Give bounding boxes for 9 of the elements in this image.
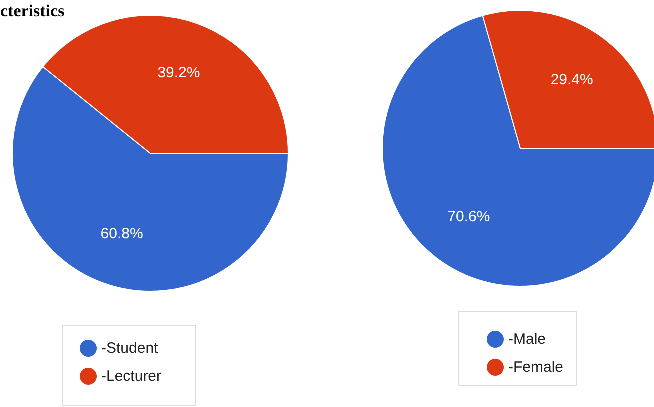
data-label: 60.8% [100,226,144,243]
data-label: 39.2% [158,64,200,82]
data-label: 29.4% [550,72,594,89]
data-label: 70.6% [448,208,490,226]
legend-label: -Lecturer [102,368,162,385]
legend-label: -Male [508,331,546,348]
legend-label: -Student [102,340,160,357]
chart-title: cteristics [0,2,66,20]
legend-label: -Female [508,359,564,376]
